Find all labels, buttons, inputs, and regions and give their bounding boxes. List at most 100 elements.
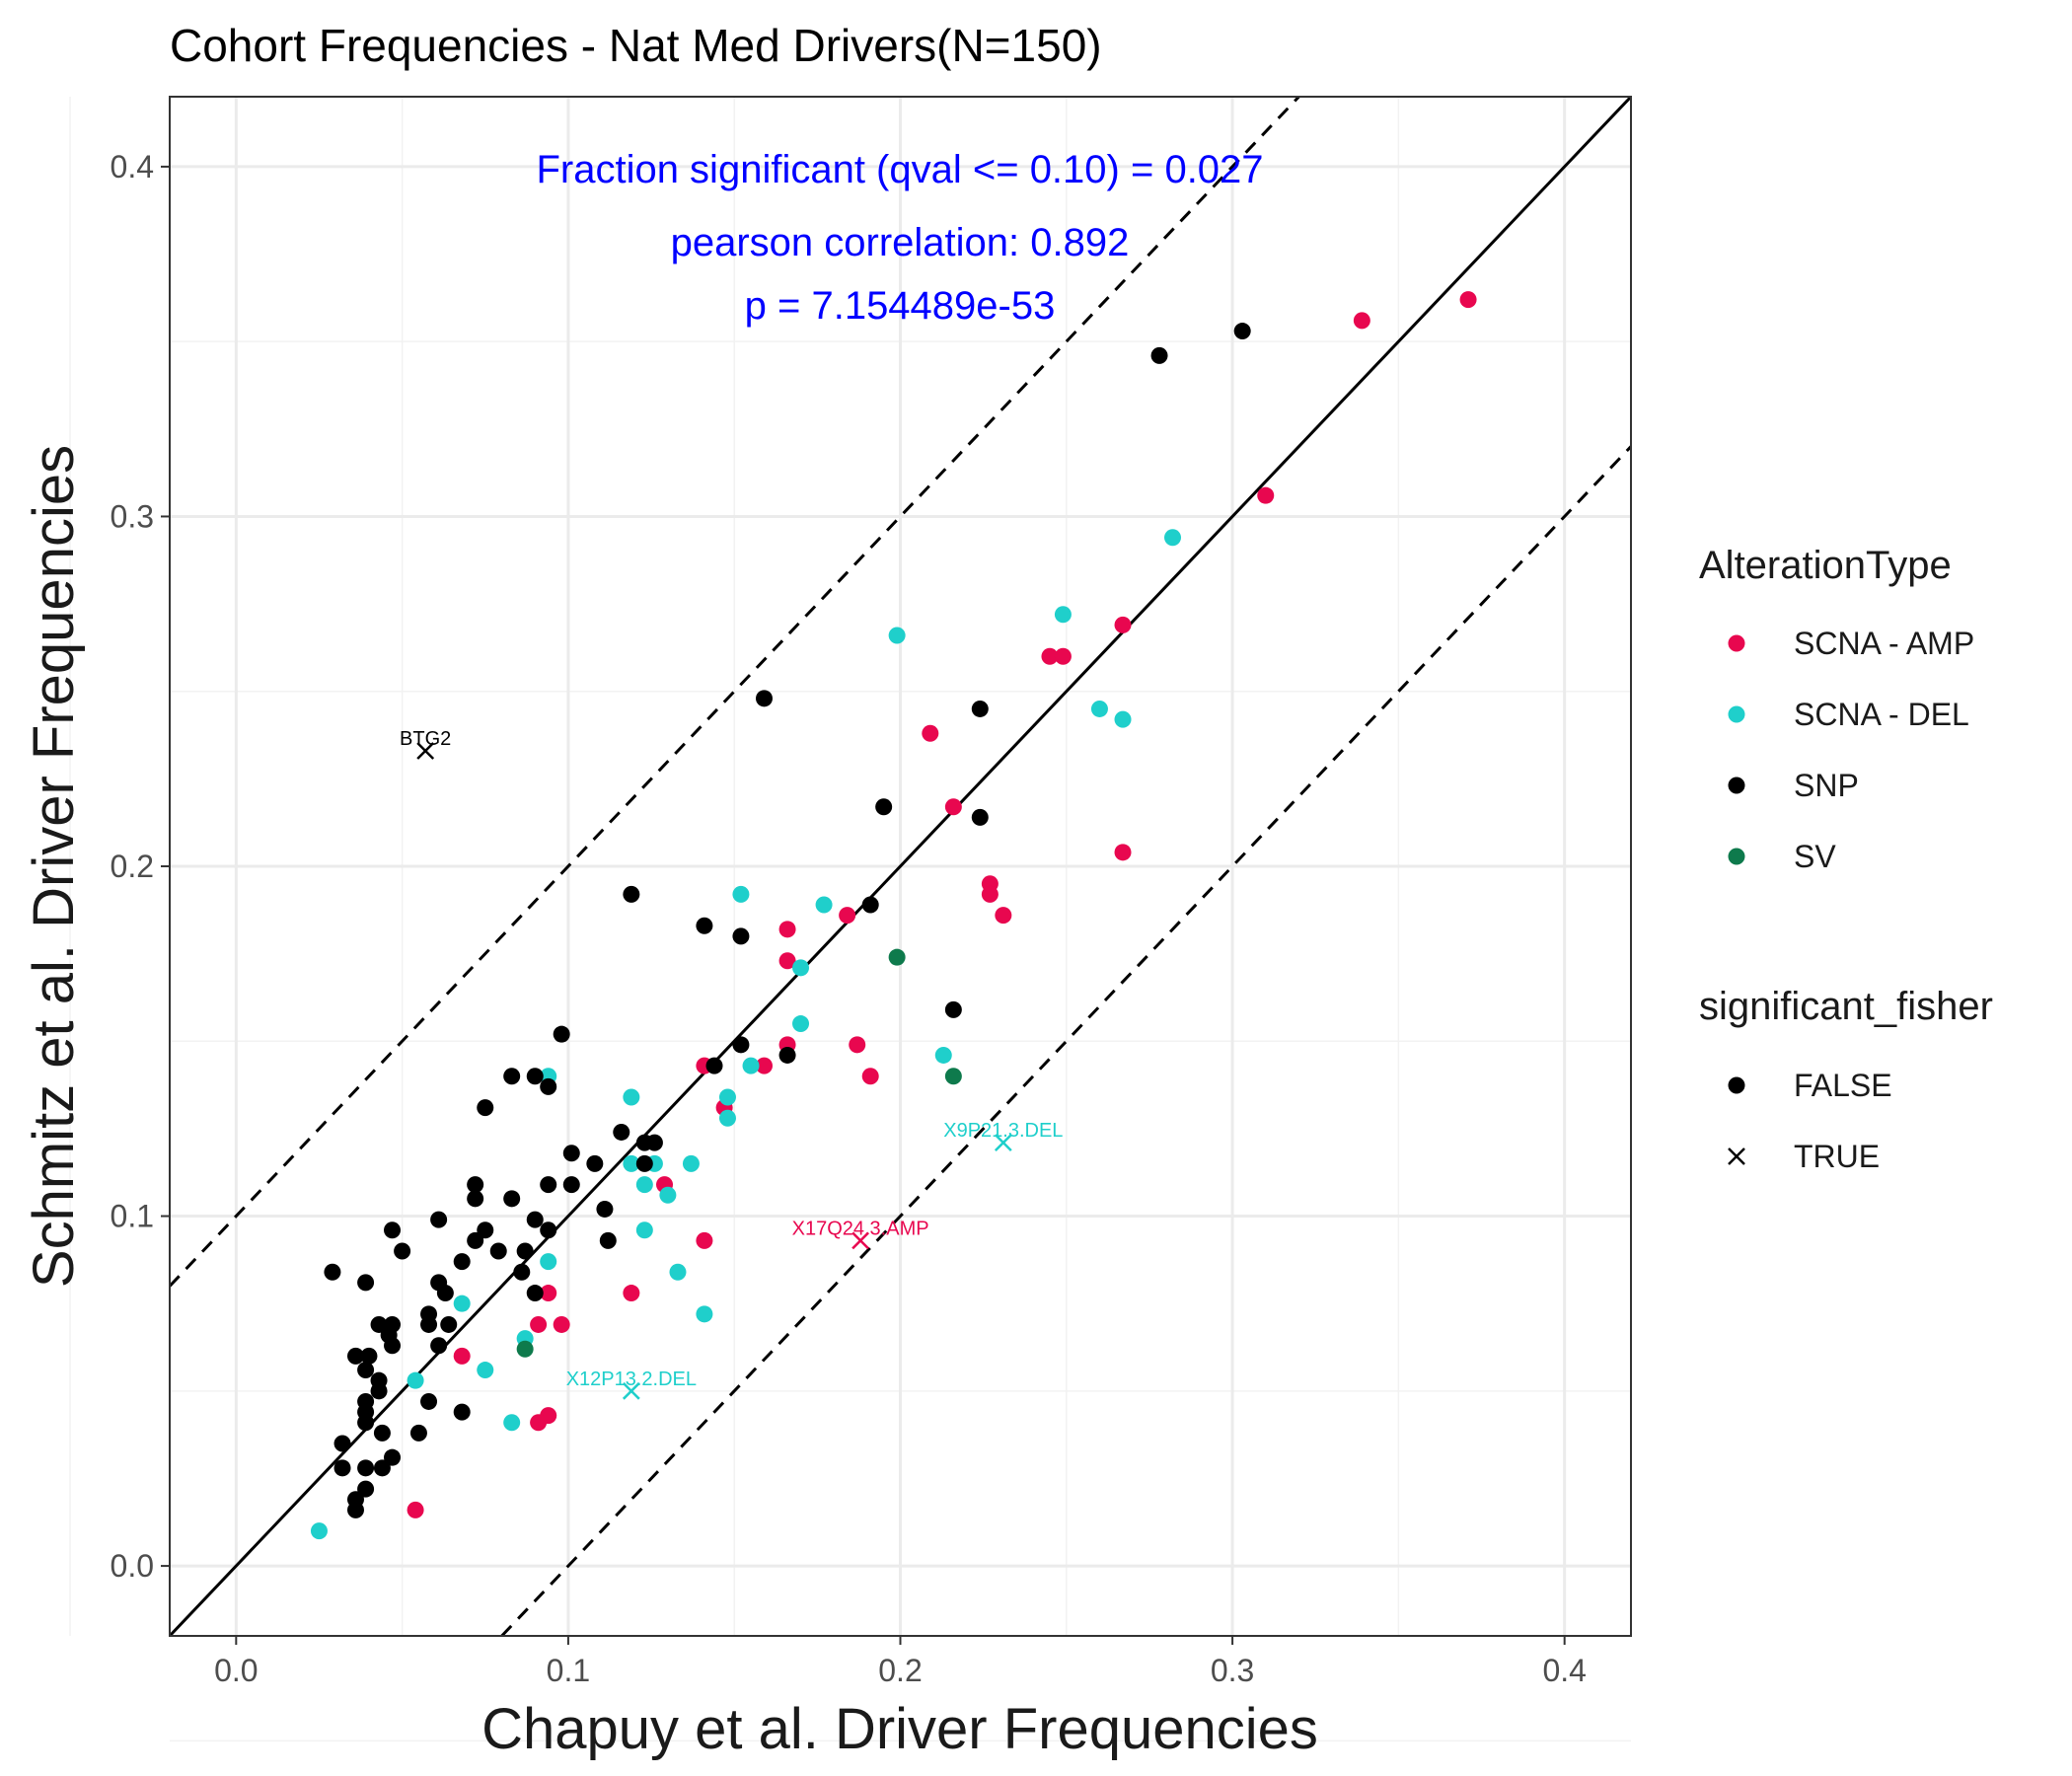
legend-alteration-type: AlterationType SCNA - AMP SCNA - DEL SNP SV	[1699, 544, 1974, 874]
x-axis-ticks: 0.0 0.1 0.2 0.3 0.4	[214, 1636, 1587, 1688]
x-tick-label: 0.0	[214, 1653, 258, 1688]
significant-point: X12P13.2.DEL	[566, 1369, 697, 1400]
point-scna-amp	[1353, 312, 1370, 330]
point-snp	[467, 1190, 484, 1208]
point-scna-amp	[839, 907, 856, 925]
legend-label: SV	[1794, 839, 1836, 874]
point-scna-amp	[981, 885, 999, 903]
point-scna-amp	[623, 1285, 640, 1302]
point-snp	[1233, 323, 1251, 340]
legend-alteration-items: SCNA - AMP SCNA - DEL SNP SV	[1728, 626, 1974, 874]
legend-key-dot	[1728, 848, 1745, 865]
point-label: X12P13.2.DEL	[566, 1369, 697, 1390]
point-scna-del	[682, 1154, 700, 1172]
point-scna-del	[623, 1088, 640, 1106]
annotation-pvalue: p = 7.154489e-53	[745, 284, 1056, 328]
point-scna-del	[1164, 529, 1182, 547]
point-snp	[333, 1435, 351, 1452]
point-snp	[394, 1242, 411, 1260]
point-scna-del	[792, 1015, 810, 1033]
point-snp	[420, 1392, 438, 1410]
cross-mark	[851, 1231, 869, 1250]
point-scna-amp	[453, 1347, 471, 1365]
point-snp	[732, 1036, 750, 1054]
legend-key-dot	[1728, 1076, 1745, 1094]
point-snp	[599, 1231, 617, 1249]
point-snp	[516, 1242, 534, 1260]
chart-title: Cohort Frequencies - Nat Med Drivers(N=1…	[170, 20, 1102, 71]
x-tick-label: 0.1	[547, 1653, 590, 1688]
point-scna-del	[310, 1522, 328, 1540]
point-snp	[333, 1459, 351, 1477]
point-scna-amp	[778, 952, 796, 970]
point-scna-amp	[1114, 616, 1132, 633]
point-scna-amp	[755, 1057, 773, 1074]
point-scna-amp	[1257, 486, 1275, 504]
point-scna-del	[934, 1046, 952, 1064]
point-snp	[944, 1000, 962, 1018]
threshold-line	[168, 95, 1300, 1288]
point-snp	[596, 1200, 614, 1218]
point-snp	[586, 1154, 604, 1172]
point-scna-del	[623, 1154, 640, 1172]
point-snp	[357, 1480, 375, 1498]
point-label: X9P21.3.DEL	[943, 1120, 1063, 1142]
legend-title-alteration: AlterationType	[1699, 544, 1952, 587]
legend-title-significant: significant_fisher	[1699, 985, 1993, 1028]
point-snp	[373, 1424, 391, 1442]
point-scna-amp	[1459, 291, 1477, 309]
point-snp	[503, 1068, 521, 1085]
point-scna-amp	[861, 1068, 879, 1085]
point-label: BTG2	[400, 728, 451, 750]
point-snp	[453, 1253, 471, 1271]
point-snp	[384, 1448, 402, 1466]
point-scna-amp	[778, 921, 796, 938]
y-tick-label: 0.1	[111, 1199, 154, 1234]
legend-key-dot	[1728, 634, 1745, 652]
point-scna-amp	[1041, 647, 1059, 665]
point-scna-del	[718, 1109, 736, 1127]
point-scna-del	[477, 1362, 494, 1379]
point-snp	[861, 896, 879, 914]
significant-points: BTG2 X9P21.3.DEL X17Q24.3.AMP X12P13.2.DEL	[400, 728, 1063, 1400]
legend-label: TRUE	[1794, 1139, 1880, 1174]
point-snp	[635, 1154, 653, 1172]
point-snp	[477, 1099, 494, 1117]
point-snp	[357, 1362, 375, 1379]
point-sv	[888, 948, 906, 966]
point-snp	[384, 1221, 402, 1239]
x-tick-label: 0.2	[878, 1653, 922, 1688]
legend-key-dot	[1728, 705, 1745, 723]
y-axis-ticks: 0.0 0.1 0.2 0.3 0.4	[111, 149, 170, 1584]
point-scna-amp	[922, 724, 939, 742]
point-scna-del	[659, 1186, 677, 1204]
point-scna-del	[792, 959, 810, 977]
point-snp	[562, 1176, 580, 1194]
point-scna-del	[718, 1088, 736, 1106]
point-snp	[755, 690, 773, 707]
annotation-correlation: pearson correlation: 0.892	[671, 221, 1130, 264]
point-snp	[526, 1211, 544, 1228]
cross-mark	[416, 742, 435, 760]
point-snp	[370, 1382, 388, 1400]
point-scna-amp	[696, 1231, 713, 1249]
x-tick-label: 0.3	[1211, 1653, 1254, 1688]
point-snp	[477, 1221, 494, 1239]
point-snp	[346, 1501, 364, 1518]
point-snp	[553, 1025, 570, 1043]
cross-mark	[622, 1381, 640, 1400]
point-snp	[409, 1424, 427, 1442]
significant-point: X9P21.3.DEL	[943, 1120, 1063, 1151]
significant-point: BTG2	[400, 728, 451, 760]
legend-label: SNP	[1794, 768, 1859, 803]
point-scna-del	[540, 1253, 557, 1271]
point-snp	[562, 1145, 580, 1162]
stats-annotation: Fraction significant (qval <= 0.10) = 0.…	[536, 148, 1263, 328]
point-scna-del	[696, 1305, 713, 1323]
point-snp	[503, 1190, 521, 1208]
significant-point: X17Q24.3.AMP	[792, 1218, 929, 1250]
point-snp	[513, 1263, 531, 1281]
point-snp	[357, 1459, 375, 1477]
point-snp	[705, 1057, 723, 1074]
